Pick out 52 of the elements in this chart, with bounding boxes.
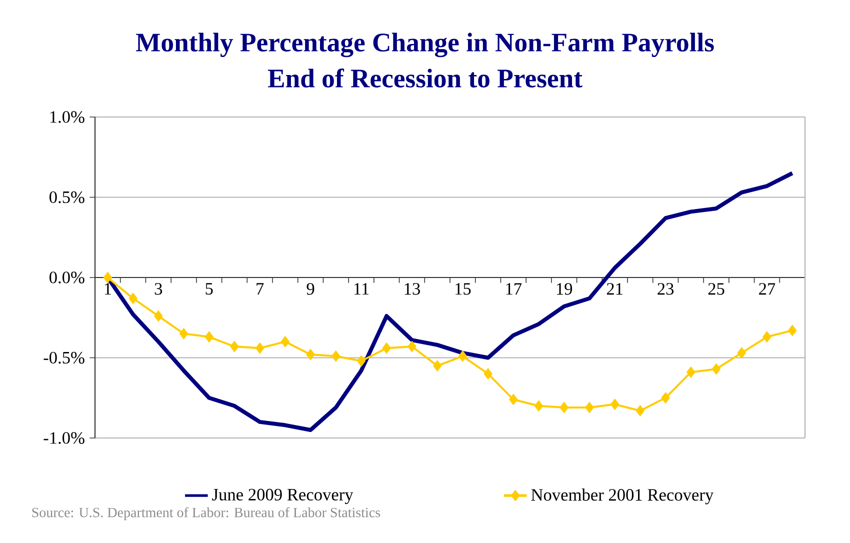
point bbox=[610, 398, 620, 410]
point bbox=[737, 347, 746, 359]
point bbox=[661, 392, 670, 404]
legend-label: November 2001 Recovery bbox=[531, 488, 714, 504]
point bbox=[432, 360, 442, 372]
y-tick-label: 0.5% bbox=[50, 191, 84, 204]
x-tick-label: 3 bbox=[154, 283, 162, 295]
x-tick-label: 25 bbox=[708, 283, 724, 295]
point bbox=[509, 394, 518, 406]
x-tick-label: 11 bbox=[354, 283, 369, 295]
point bbox=[255, 342, 264, 354]
x-tick-label: 9 bbox=[306, 283, 314, 295]
y-tick-label: -0.5% bbox=[44, 352, 84, 364]
chart-title: Monthly Percentage Change in Non-Farm Payrolls bbox=[136, 32, 714, 58]
source-note: Source: U.S. Department of Labor: Bureau of Labor Statistics bbox=[32, 507, 380, 520]
point bbox=[103, 272, 112, 284]
x-tick-label: 21 bbox=[606, 283, 622, 295]
point bbox=[484, 368, 492, 380]
x-tick-label: 23 bbox=[658, 283, 674, 295]
point bbox=[762, 331, 772, 343]
point bbox=[306, 348, 315, 360]
y-tick-label: 1.0% bbox=[50, 111, 84, 123]
point bbox=[382, 342, 391, 354]
point bbox=[712, 363, 721, 375]
y-tick-label: 0.0% bbox=[50, 272, 84, 284]
legend-label: June 2009 Recovery bbox=[212, 488, 354, 504]
point bbox=[408, 340, 416, 352]
point bbox=[154, 310, 163, 322]
x-tick-label: 17 bbox=[506, 283, 522, 295]
point bbox=[230, 340, 239, 352]
point bbox=[128, 292, 138, 304]
point bbox=[686, 366, 696, 378]
point bbox=[534, 400, 544, 412]
x-tick-label: 5 bbox=[206, 283, 213, 295]
point bbox=[458, 350, 468, 362]
point bbox=[332, 350, 340, 362]
point bbox=[560, 402, 568, 414]
point bbox=[179, 328, 188, 340]
point bbox=[636, 405, 645, 416]
point bbox=[356, 355, 366, 367]
x-tick-label: 1 bbox=[104, 283, 111, 295]
x-tick-label: 19 bbox=[556, 283, 572, 295]
point bbox=[585, 402, 594, 414]
point bbox=[204, 331, 214, 343]
y-tick-label: -1.0% bbox=[44, 432, 84, 444]
x-tick-label: 15 bbox=[456, 283, 471, 295]
point bbox=[280, 336, 290, 348]
point bbox=[788, 324, 797, 336]
x-tick-label: 27 bbox=[759, 283, 776, 295]
x-tick-label: 7 bbox=[256, 283, 264, 294]
x-tick-label: 13 bbox=[404, 283, 420, 295]
chart-subtitle: End of Recession to Present bbox=[268, 68, 582, 88]
